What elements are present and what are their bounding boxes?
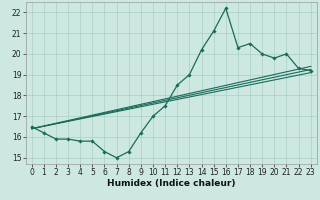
X-axis label: Humidex (Indice chaleur): Humidex (Indice chaleur): [107, 179, 236, 188]
